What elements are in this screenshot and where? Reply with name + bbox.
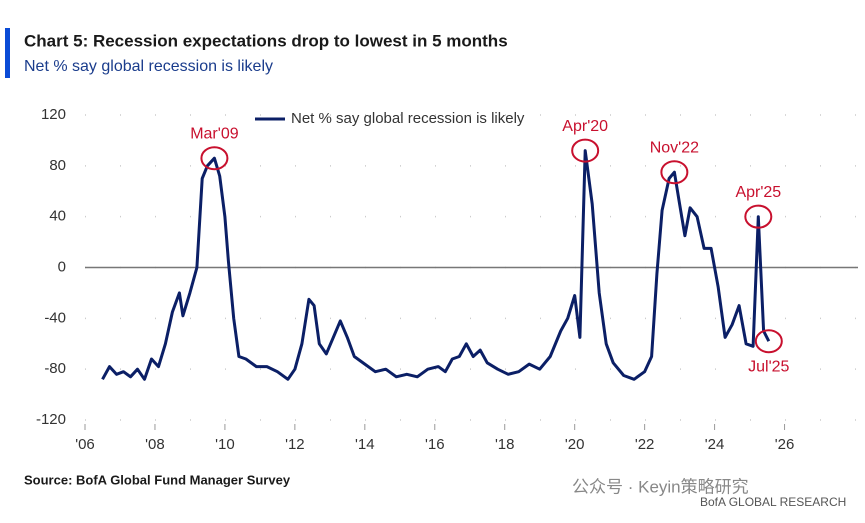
x-tick-label: '26 xyxy=(775,436,795,453)
x-tick-label: '06 xyxy=(75,436,95,453)
annotation-circle xyxy=(200,146,229,171)
x-tick-label: '08 xyxy=(145,436,165,453)
y-tick-label: 40 xyxy=(49,208,66,225)
x-tick-label: '12 xyxy=(285,436,305,453)
x-tick-label: '20 xyxy=(565,436,585,453)
y-tick-label: 0 xyxy=(58,258,66,275)
y-tick-label: -120 xyxy=(36,411,66,428)
chart-title: Chart 5: Recession expectations drop to … xyxy=(24,31,508,50)
x-tick-label: '16 xyxy=(425,436,445,453)
y-tick-label: 80 xyxy=(49,157,66,174)
y-tick-label: -80 xyxy=(44,360,66,377)
legend-label: Net % say global recession is likely xyxy=(291,110,525,127)
annotation-label: Nov'22 xyxy=(650,139,699,156)
x-tick-label: '14 xyxy=(355,436,375,453)
annotation-circle xyxy=(571,138,600,163)
annotation-circle xyxy=(660,160,689,185)
x-tick-label: '24 xyxy=(705,436,725,453)
annotation-label: Apr'20 xyxy=(562,118,608,135)
series-line xyxy=(101,149,771,381)
annotation-circle xyxy=(744,204,773,229)
x-tick-label: '10 xyxy=(215,436,235,453)
annotation-label: Jul'25 xyxy=(748,358,789,375)
watermark: 公众号 · Keyin策略研究 xyxy=(572,477,749,496)
chart-subtitle: Net % say global recession is likely xyxy=(24,58,273,75)
x-tick-label: '22 xyxy=(635,436,655,453)
source: Source: BofA Global Fund Manager Survey xyxy=(24,472,291,487)
annotation-circle xyxy=(754,329,783,354)
footer-brand: BofA GLOBAL RESEARCH xyxy=(700,495,846,509)
y-tick-label: 120 xyxy=(41,106,66,123)
title-accent xyxy=(5,28,10,78)
x-tick-label: '18 xyxy=(495,436,515,453)
y-tick-label: -40 xyxy=(44,309,66,326)
annotation-label: Mar'09 xyxy=(190,125,239,142)
annotation-label: Apr'25 xyxy=(735,184,781,201)
